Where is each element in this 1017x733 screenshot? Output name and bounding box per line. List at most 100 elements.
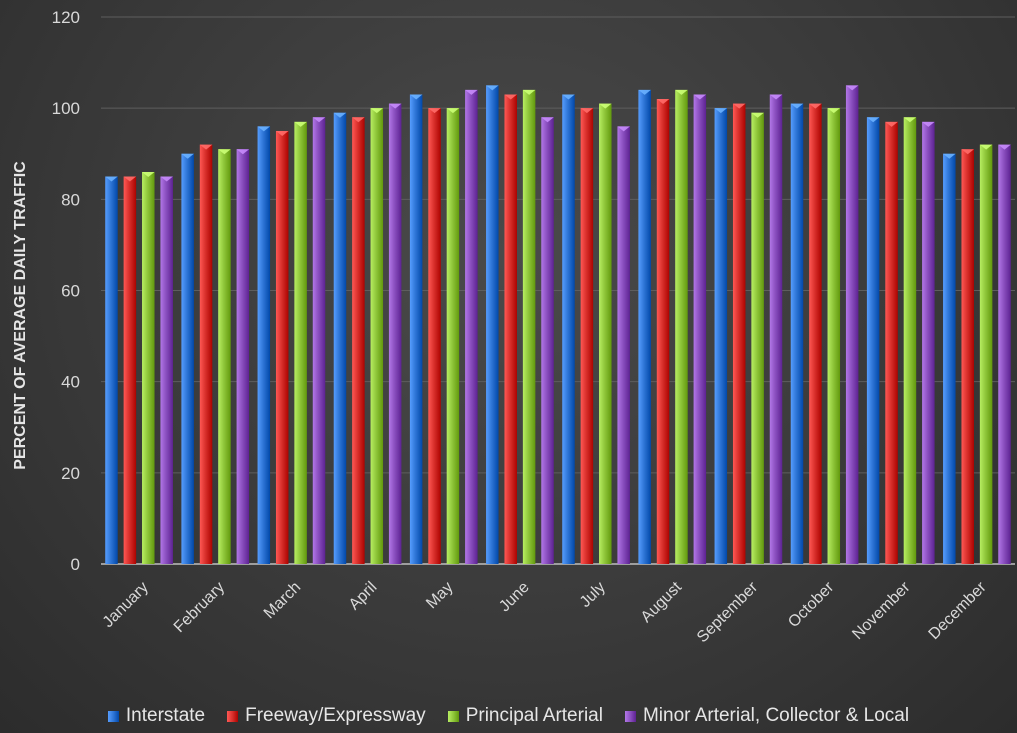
legend-item: Principal Arterial	[447, 705, 603, 727]
bar-freeway-expressway-february	[199, 144, 213, 564]
x-tick-label: September	[694, 578, 762, 646]
legend: Interstate Freeway/Expressway Principal Ar…	[0, 703, 1017, 729]
bar-cap	[903, 117, 917, 123]
bar-interstate-march	[257, 126, 271, 565]
bar-cap	[845, 85, 859, 91]
y-tick-label: 40	[61, 373, 80, 392]
bar-cap	[504, 94, 517, 100]
bar-cap	[998, 144, 1011, 150]
bar-principal-arterial-march	[294, 121, 307, 564]
legend-label: Minor Arterial, Collector & Local	[642, 705, 910, 726]
bar-cap	[428, 108, 441, 114]
bar-interstate-july	[562, 94, 575, 564]
bar-minor-arterial-collector-local-august	[693, 94, 707, 564]
legend-label: Interstate	[125, 705, 206, 726]
bar-freeway-expressway-january	[123, 176, 137, 564]
x-tick-label: March	[261, 579, 304, 622]
x-tick-label: December	[926, 578, 991, 643]
y-tick-label: 0	[71, 555, 80, 574]
bar-minor-arterial-collector-local-december	[998, 144, 1011, 564]
bar-cap	[257, 126, 271, 132]
bar-cap	[961, 149, 974, 155]
bar-cap	[294, 121, 307, 127]
bar-cap	[675, 89, 688, 95]
bar-interstate-october	[790, 103, 804, 564]
bar-freeway-expressway-september	[732, 103, 746, 564]
bar-cap	[352, 117, 365, 123]
legend-label: Principal Arterial	[465, 705, 603, 726]
x-tick-label: June	[496, 579, 533, 616]
y-tick-label: 60	[61, 282, 80, 301]
bar-cap	[541, 117, 554, 123]
bar-interstate-september	[714, 108, 728, 565]
bar-principal-arterial-september	[751, 112, 764, 564]
x-tick-label: April	[346, 579, 381, 614]
y-tick-label: 20	[61, 464, 80, 483]
bar-cap	[617, 126, 630, 132]
legend-swatch	[227, 710, 239, 722]
bar-interstate-february	[181, 153, 194, 564]
bar-principal-arterial-may	[446, 108, 460, 565]
legend-swatch	[447, 710, 459, 722]
bar-principal-arterial-october	[827, 108, 841, 565]
bar-minor-arterial-collector-local-march	[312, 117, 326, 565]
bar-interstate-december	[943, 153, 956, 564]
bar-interstate-june	[486, 85, 499, 564]
bar-cap	[522, 89, 536, 95]
bar-cap	[885, 121, 898, 127]
bar-cap	[809, 103, 822, 109]
bar-freeway-expressway-april	[352, 117, 365, 565]
x-tick-label: July	[577, 579, 609, 611]
bar-freeway-expressway-march	[275, 130, 289, 565]
bar-principal-arterial-april	[370, 108, 384, 565]
bar-cap	[105, 176, 118, 182]
legend-swatch	[624, 710, 636, 722]
bar-principal-arterial-january	[142, 171, 155, 564]
bar-freeway-expressway-november	[885, 121, 898, 564]
bar-minor-arterial-collector-local-february	[236, 149, 250, 565]
bar-cap	[638, 89, 651, 95]
bar-cap	[751, 112, 764, 118]
bar-principal-arterial-february	[218, 149, 231, 565]
bar-interstate-november	[866, 117, 880, 565]
x-tick-label: May	[423, 579, 456, 612]
bar-interstate-january	[105, 176, 118, 564]
bar-minor-arterial-collector-local-january	[160, 176, 173, 564]
bar-interstate-april	[333, 112, 347, 564]
bar-cap	[465, 89, 478, 95]
bar-cap	[943, 153, 956, 159]
x-tick-label: October	[785, 578, 838, 631]
bar-cap	[827, 108, 841, 114]
bar-principal-arterial-july	[599, 103, 612, 564]
x-tick-label: November	[849, 578, 914, 643]
bar-interstate-august	[638, 89, 651, 564]
bar-principal-arterial-june	[522, 89, 536, 564]
legend-item: Minor Arterial, Collector & Local	[624, 705, 910, 727]
bar-cap	[769, 94, 783, 100]
bar-minor-arterial-collector-local-september	[769, 94, 783, 564]
bar-freeway-expressway-june	[504, 94, 517, 564]
bar-cap	[275, 130, 289, 136]
bar-cap	[446, 108, 460, 114]
bar-cap	[181, 153, 194, 159]
bar-cap	[388, 103, 402, 109]
x-tick-label: January	[100, 579, 152, 631]
bar-interstate-may	[409, 94, 423, 564]
bar-cap	[123, 176, 137, 182]
bar-cap	[922, 121, 935, 127]
bar-principal-arterial-august	[675, 89, 688, 564]
bar-cap	[370, 108, 384, 114]
bar-cap	[866, 117, 880, 123]
bar-cap	[979, 144, 993, 150]
bar-cap	[656, 99, 670, 105]
legend-item: Freeway/Expressway	[227, 705, 426, 727]
bar-cap	[333, 112, 347, 118]
bar-cap	[599, 103, 612, 109]
bar-cap	[142, 171, 155, 177]
bar-minor-arterial-collector-local-may	[465, 89, 478, 564]
bar-cap	[199, 144, 213, 150]
legend-swatch	[107, 710, 119, 722]
legend-label: Freeway/Expressway	[245, 705, 426, 726]
bar-cap	[562, 94, 575, 100]
